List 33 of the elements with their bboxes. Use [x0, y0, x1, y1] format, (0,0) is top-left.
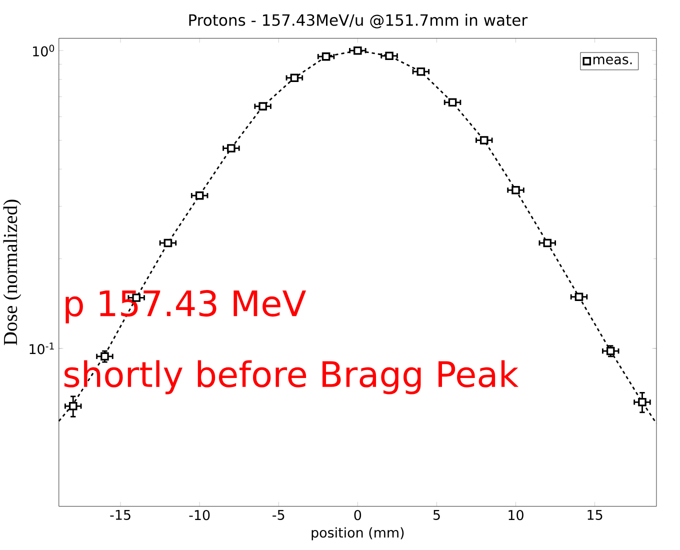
point: [290, 73, 299, 82]
x-tick-label: 0: [354, 510, 362, 520]
point: [416, 67, 426, 76]
point: [480, 136, 488, 144]
point: [68, 402, 78, 410]
point: [448, 98, 457, 106]
point: [385, 52, 394, 60]
x-tick-label: -10: [189, 510, 210, 520]
point: [638, 398, 646, 406]
point: [322, 52, 330, 60]
x-axis-title: position (mm): [312, 527, 404, 540]
legend-label: meas.: [593, 56, 632, 64]
x-tick-label: 15: [588, 510, 602, 520]
y-axis-title: Dose (normalized): [3, 200, 22, 345]
x-tick-label: 5: [433, 510, 440, 520]
x-tick-label: -5: [272, 510, 284, 520]
point: [354, 46, 362, 54]
y-tick-label: 10$^{0}$: [33, 44, 54, 56]
point: [195, 191, 204, 200]
chart-title: Protons - 157.43MeV/u @151.7mm in water: [189, 14, 528, 28]
point: [574, 292, 584, 301]
point: [164, 238, 172, 247]
point: [100, 352, 109, 360]
point: [543, 238, 552, 247]
x-tick-label: -15: [110, 510, 130, 520]
point: [258, 102, 267, 110]
point: [606, 346, 615, 355]
annotation: shortly before Bragg Peak: [64, 360, 519, 394]
x-tick-label: 10: [508, 510, 524, 520]
point: [227, 144, 236, 152]
annotation: p 157.43 MeV: [66, 290, 306, 324]
y-tick-label: 10$^{-1}$: [30, 342, 54, 354]
point: [512, 186, 520, 194]
